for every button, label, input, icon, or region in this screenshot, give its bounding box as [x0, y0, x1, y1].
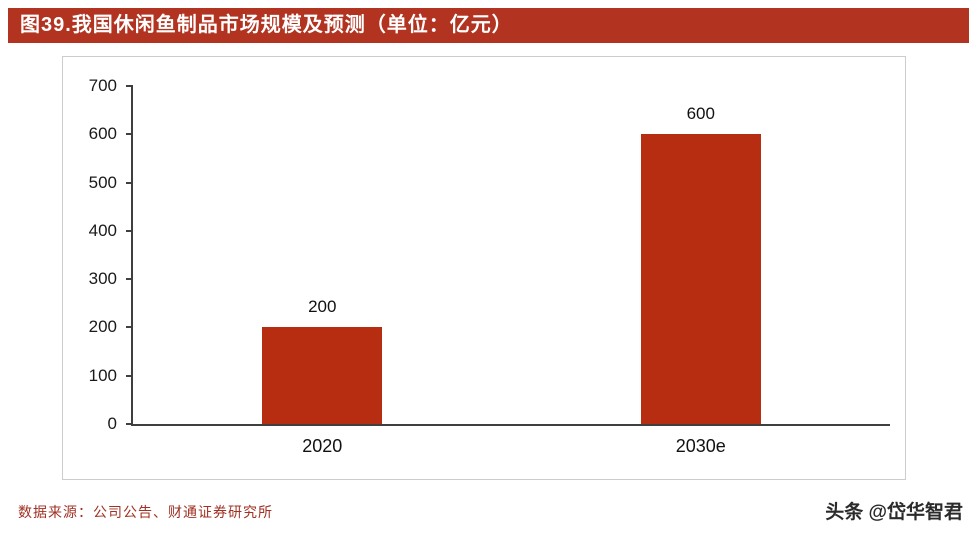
bar-2020	[262, 327, 383, 424]
y-axis-tick-label: 500	[88, 172, 117, 192]
y-axis-tick-mark	[126, 278, 133, 281]
x-axis-tick-label: 2030e	[675, 436, 726, 456]
y-axis-tick-label: 200	[88, 317, 117, 337]
y-axis-tick-mark	[126, 374, 133, 377]
y-axis-tick-mark	[126, 423, 133, 425]
x-axis-tick-label: 2020	[302, 436, 343, 456]
y-axis-tick-mark	[126, 181, 133, 184]
bar-value-label: 200	[308, 297, 337, 317]
bar-value-label: 600	[686, 104, 715, 124]
watermark: 头条 @岱华智君	[825, 502, 963, 523]
chart-area: 0 100 200 300 400 500 600 700 200 2020 600 2030e	[62, 56, 906, 480]
y-axis-tick-mark	[126, 133, 133, 136]
y-axis-tick-label: 100	[88, 365, 117, 385]
bar-2030e	[640, 134, 761, 424]
y-axis-tick-label: 0	[107, 414, 117, 433]
y-axis-tick-mark	[126, 85, 133, 87]
y-axis-tick-label: 700	[88, 76, 117, 95]
source-note: 数据来源：公司公告、财通证券研究所	[18, 506, 273, 521]
y-axis-tick-label: 600	[88, 124, 117, 144]
y-axis-tick-mark	[126, 326, 133, 329]
y-axis-tick-mark	[126, 229, 133, 232]
y-axis-tick-label: 300	[88, 269, 117, 289]
figure-title-bar: 图39.我国休闲鱼制品市场规模及预测（单位：亿元）	[8, 8, 969, 43]
y-axis-tick-label: 400	[88, 220, 117, 240]
plot-area: 0 100 200 300 400 500 600 700 200 2020 600 2030e	[89, 76, 890, 456]
figure-title: 图39.我国休闲鱼制品市场规模及预测（单位：亿元）	[20, 14, 513, 36]
